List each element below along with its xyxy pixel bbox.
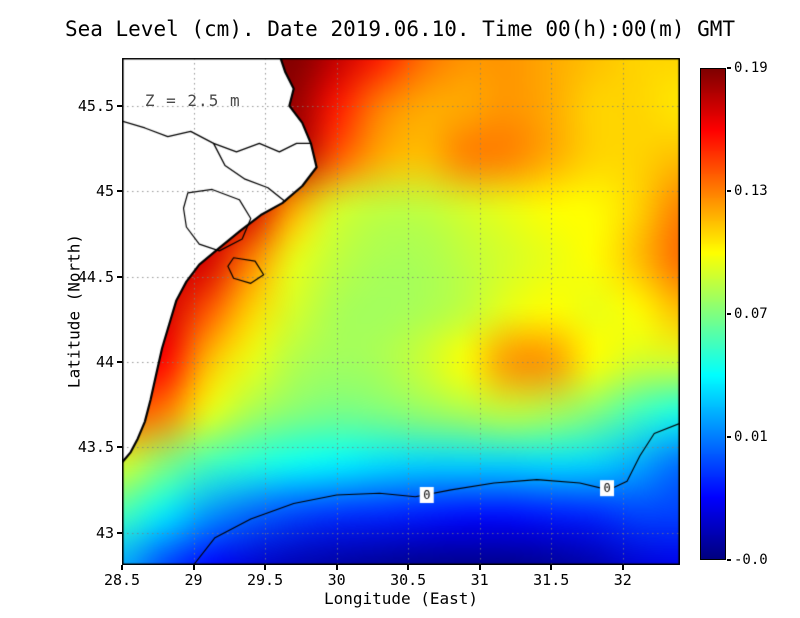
colorbar-tick-label: 0.19: [734, 60, 768, 76]
colorbar-tick-label: -0.0: [734, 552, 768, 568]
x-tick-label: 31: [470, 571, 489, 589]
x-tick-mark: [550, 565, 553, 570]
y-tick-mark: [117, 275, 122, 278]
colorbar: [700, 68, 726, 560]
y-tick-label: 45.5: [77, 96, 114, 115]
x-tick-label: 30: [327, 571, 346, 589]
y-tick-mark: [117, 531, 122, 534]
x-tick-label: 28.5: [103, 571, 141, 589]
x-tick-mark: [264, 565, 267, 570]
y-tick-mark: [117, 104, 122, 107]
x-tick-mark: [478, 565, 481, 570]
x-axis-label: Longitude (East): [323, 589, 479, 608]
x-tick-label: 31.5: [533, 571, 570, 589]
depth-annotation: Z = 2.5 m: [144, 90, 241, 110]
colorbar-tick-mark: [727, 559, 731, 561]
chart-title: Sea Level (cm). Date 2019.06.10. Time 00…: [64, 17, 736, 41]
sea-level-heatmap-canvas: [122, 58, 680, 565]
x-tick-mark: [121, 565, 123, 570]
y-tick-label: 45: [95, 182, 114, 201]
colorbar-tick-label: 0.13: [734, 183, 768, 199]
y-tick-mark: [117, 190, 122, 193]
y-tick-mark: [117, 360, 122, 363]
y-tick-label: 44: [95, 352, 114, 371]
x-tick-label: 30.5: [390, 571, 427, 589]
y-tick-label: 43: [95, 523, 114, 542]
colorbar-tick-mark: [727, 436, 731, 438]
x-tick-mark: [335, 565, 338, 570]
y-tick-mark: [117, 446, 122, 449]
colorbar-tick-mark: [727, 313, 731, 315]
x-tick-label: 32: [613, 571, 632, 589]
colorbar-tick-mark: [727, 67, 731, 69]
x-tick-label: 29.5: [247, 571, 284, 589]
x-tick-mark: [407, 565, 410, 570]
map-plot-area: Z = 2.5 m: [122, 58, 680, 565]
y-tick-label: 43.5: [77, 438, 114, 457]
colorbar-gradient-canvas: [701, 69, 725, 559]
x-tick-mark: [192, 565, 195, 570]
x-tick-mark: [621, 565, 624, 570]
colorbar-tick-mark: [727, 190, 731, 192]
x-tick-label: 29: [184, 571, 203, 589]
colorbar-tick-label: 0.01: [734, 429, 768, 445]
colorbar-tick-label: 0.07: [734, 306, 768, 322]
y-tick-label: 44.5: [77, 267, 114, 286]
